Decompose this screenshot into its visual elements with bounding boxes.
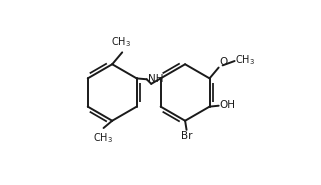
- Text: OH: OH: [219, 100, 235, 110]
- Text: CH$_3$: CH$_3$: [235, 54, 255, 67]
- Text: Br: Br: [181, 131, 192, 141]
- Text: NH: NH: [148, 74, 163, 84]
- Text: CH$_3$: CH$_3$: [93, 131, 113, 145]
- Text: CH$_3$: CH$_3$: [111, 35, 131, 49]
- Text: O: O: [219, 57, 227, 67]
